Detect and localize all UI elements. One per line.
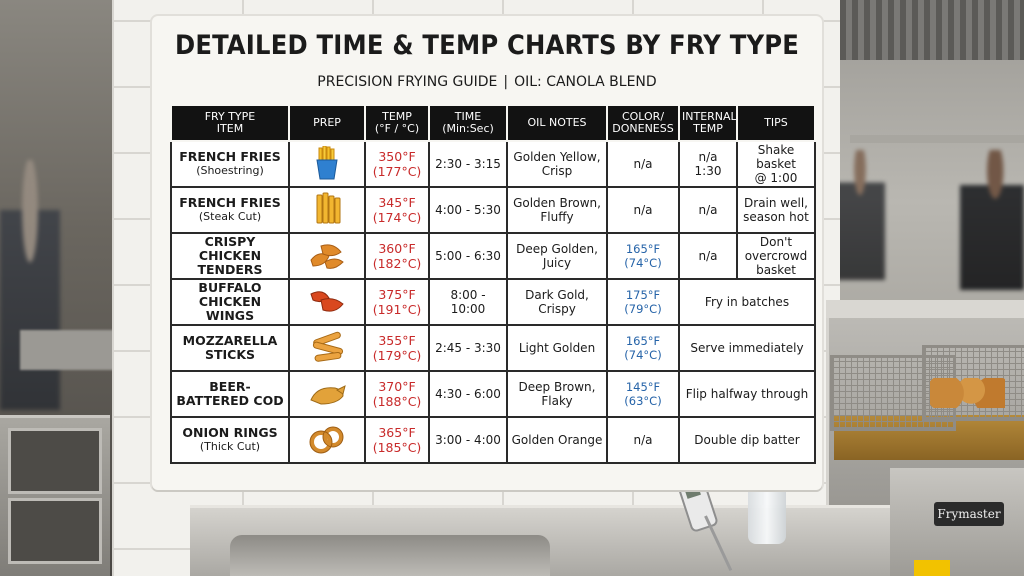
wall-shelf: [850, 135, 1024, 143]
subtitle-separator: |: [503, 74, 509, 90]
item-cell: CRISPY CHICKEN TENDERS: [170, 232, 290, 280]
prep-cell: [288, 232, 366, 280]
cook-far-right: [960, 150, 1024, 290]
prep-cell: [288, 140, 366, 188]
prep-cell: [288, 416, 366, 464]
frying-food: [930, 378, 1005, 408]
header-temp: TEMP (°F / °C): [364, 104, 430, 142]
oil-notes-cell: Light Golden: [506, 324, 608, 372]
temp-cell: 355°F (179°C): [364, 324, 430, 372]
prep-cell: [288, 324, 366, 372]
oil-notes-cell: Golden Brown, Fluffy: [506, 186, 608, 234]
cook-right: [835, 150, 885, 280]
tip-cell: Don't overcrowd basket: [736, 232, 816, 280]
onion-rings-icon: [307, 422, 347, 456]
temp-cell: 350°F (177°C): [364, 140, 430, 188]
color-cell: n/a: [606, 416, 680, 464]
item-cell: MOZZARELLA STICKS: [170, 324, 290, 372]
temp-cell: 375°F (191°C): [364, 278, 430, 326]
chicken-wings-icon: [307, 284, 347, 318]
oil-notes-cell: Deep Golden, Juicy: [506, 232, 608, 280]
chart-subtitle: PRECISION FRYING GUIDE | OIL: CANOLA BLEND: [164, 74, 810, 90]
tip-cell: Shake basket @ 1:00: [736, 140, 816, 188]
table-row: CRISPY CHICKEN TENDERS 360°F (182°C) 5:00…: [170, 232, 816, 280]
header-item: FRY TYPE ITEM: [170, 104, 290, 142]
exhaust-hood: [840, 0, 1024, 60]
item-cell: BUFFALO CHICKEN WINGS: [170, 278, 290, 326]
tip-cell: Fry in batches: [678, 278, 816, 326]
oil-notes-cell: Dark Gold, Crispy: [506, 278, 608, 326]
temp-cell: 345°F (174°C): [364, 186, 430, 234]
table-row: BUFFALO CHICKEN WINGS 375°F (191°C) 8:00 …: [170, 278, 816, 326]
mozzarella-sticks-icon: [307, 330, 347, 364]
header-prep: PREP: [288, 104, 366, 142]
prep-cell: [288, 186, 366, 234]
time-cell: 8:00 - 10:00: [428, 278, 508, 326]
table-row: ONION RINGS (Thick Cut) 365°F (185°C) 3:00…: [170, 416, 816, 464]
steak-fries-icon: [307, 192, 347, 226]
time-cell: 2:30 - 3:15: [428, 140, 508, 188]
sink-basin: [230, 535, 550, 576]
subtitle-oil: OIL: CANOLA BLEND: [514, 74, 657, 90]
warning-label: [914, 560, 950, 576]
tip-cell: Double dip batter: [678, 416, 816, 464]
fryer-brand-plate: Frymaster: [934, 502, 1004, 526]
battered-cod-icon: [307, 376, 347, 410]
fry-chart-table: FRY TYPE ITEM PREP TEMP (°F / °C) TIME (Min…: [170, 104, 816, 464]
chart-title: DETAILED TIME & TEMP CHARTS BY FRY TYPE: [174, 30, 800, 61]
internal-temp-cell: n/a: [678, 186, 738, 234]
item-cell: FRENCH FRIES (Steak Cut): [170, 186, 290, 234]
fries-icon: [307, 145, 347, 180]
table-header-row: FRY TYPE ITEM PREP TEMP (°F / °C) TIME (Min…: [170, 104, 816, 142]
subtitle-guide: PRECISION FRYING GUIDE: [317, 74, 498, 90]
time-cell: 3:00 - 4:00: [428, 416, 508, 464]
time-cell: 2:45 - 3:30: [428, 324, 508, 372]
cook-left: [0, 160, 60, 410]
steam-pan: [8, 498, 102, 564]
color-cell: 165°F (74°C): [606, 232, 680, 280]
tip-cell: Drain well, season hot: [736, 186, 816, 234]
oil-notes-cell: Deep Brown, Flaky: [506, 370, 608, 418]
header-tips: TIPS: [736, 104, 816, 142]
prep-cell: [288, 370, 366, 418]
item-cell: FRENCH FRIES (Shoestring): [170, 140, 290, 188]
fry-chart-sign: DETAILED TIME & TEMP CHARTS BY FRY TYPE …: [152, 16, 822, 490]
tip-cell: Serve immediately: [678, 324, 816, 372]
tip-cell: Flip halfway through: [678, 370, 816, 418]
table-row: FRENCH FRIES (Shoestring) 350°F (177°C) 2:…: [170, 140, 816, 188]
steam-table-left: [0, 415, 110, 576]
header-internal-temp: INTERNAL TEMP: [678, 104, 738, 142]
temp-cell: 360°F (182°C): [364, 232, 430, 280]
table-row: FRENCH FRIES (Steak Cut) 345°F (174°C) 4:0…: [170, 186, 816, 234]
color-cell: 165°F (74°C): [606, 324, 680, 372]
color-cell: n/a: [606, 140, 680, 188]
header-time: TIME (Min:Sec): [428, 104, 508, 142]
color-cell: 145°F (63°C): [606, 370, 680, 418]
time-cell: 5:00 - 6:30: [428, 232, 508, 280]
prep-counter-left: [20, 330, 130, 370]
time-cell: 4:30 - 6:00: [428, 370, 508, 418]
item-cell: BEER-BATTERED COD: [170, 370, 290, 418]
time-cell: 4:00 - 5:30: [428, 186, 508, 234]
color-cell: n/a: [606, 186, 680, 234]
header-color: COLOR/DONENESS: [606, 104, 680, 142]
table-row: MOZZARELLA STICKS 355°F (179°C) 2:45 - 3:…: [170, 324, 816, 372]
steam-pan: [8, 428, 102, 494]
oil-notes-cell: Golden Yellow, Crisp: [506, 140, 608, 188]
item-cell: ONION RINGS (Thick Cut): [170, 416, 290, 464]
oil-notes-cell: Golden Orange: [506, 416, 608, 464]
internal-temp-cell: n/a: [678, 232, 738, 280]
temp-cell: 370°F (188°C): [364, 370, 430, 418]
color-cell: 175°F (79°C): [606, 278, 680, 326]
prep-cell: [288, 278, 366, 326]
internal-temp-cell: n/a 1:30: [678, 140, 738, 188]
header-oil-notes: OIL NOTES: [506, 104, 608, 142]
fryer-rim: [826, 300, 1024, 318]
table-row: BEER-BATTERED COD 370°F (188°C) 4:30 - 6:…: [170, 370, 816, 418]
chicken-tenders-icon: [307, 238, 347, 272]
temp-cell: 365°F (185°C): [364, 416, 430, 464]
